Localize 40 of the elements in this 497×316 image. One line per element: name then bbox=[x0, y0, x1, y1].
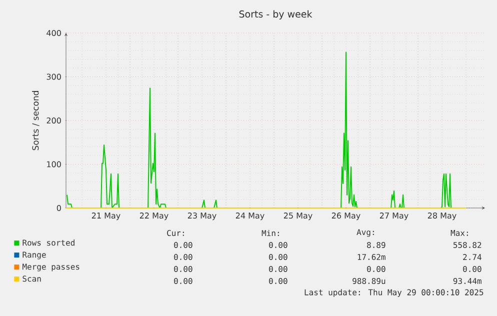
legend-label: Rows sorted bbox=[22, 240, 74, 246]
text: Min: bbox=[262, 230, 279, 236]
text: 17.62m bbox=[358, 254, 386, 260]
text: 0.00 bbox=[174, 242, 192, 248]
x-tick-label: 24 May bbox=[236, 212, 264, 220]
y-tick-label: 100 bbox=[47, 161, 61, 168]
legend-label: Scan bbox=[22, 276, 41, 282]
text: 0.00 bbox=[269, 278, 288, 284]
x-tick-label: 25 May bbox=[284, 212, 312, 220]
y-tick-label: 0 bbox=[56, 204, 61, 212]
text: 8.89 bbox=[367, 242, 386, 248]
text: Cur: bbox=[167, 230, 184, 236]
y-tick-label: 300 bbox=[46, 74, 61, 80]
text: 0.00 bbox=[269, 254, 288, 260]
text: 558.82 bbox=[453, 242, 482, 248]
x-tick-label: 23 May bbox=[188, 212, 216, 220]
legend-label: Range bbox=[22, 252, 46, 260]
x-tick-label: 22 May bbox=[140, 212, 168, 220]
text: 988.89u bbox=[352, 278, 386, 284]
y-tick-label: 200 bbox=[46, 117, 61, 124]
text: 0.00 bbox=[463, 266, 482, 272]
text: Max: bbox=[450, 230, 468, 236]
x-tick-label: 21 May bbox=[92, 212, 120, 220]
x-tick-label: 26 May bbox=[332, 212, 360, 220]
text: Avg: bbox=[356, 229, 374, 237]
legend-label: Merge passes bbox=[22, 264, 80, 272]
x-tick-label: 27 May bbox=[380, 212, 408, 220]
text: 93.44m bbox=[453, 278, 482, 284]
x-tick-label: 28 May bbox=[428, 212, 456, 220]
chart-title: Sorts - by week bbox=[239, 10, 312, 20]
text: 0.00 bbox=[367, 266, 386, 272]
text: 0.00 bbox=[269, 266, 288, 272]
text: 0.00 bbox=[174, 254, 192, 260]
y-axis-title: Sorts / second bbox=[32, 91, 40, 150]
text: Last update: Thu May 29 00:00:10 2025 bbox=[304, 289, 484, 297]
text: 0.00 bbox=[174, 266, 192, 272]
y-tick-label: 400 bbox=[46, 30, 61, 36]
text: 0.00 bbox=[174, 278, 192, 284]
text: 0.00 bbox=[269, 242, 288, 248]
text: 2.74 bbox=[463, 254, 482, 260]
